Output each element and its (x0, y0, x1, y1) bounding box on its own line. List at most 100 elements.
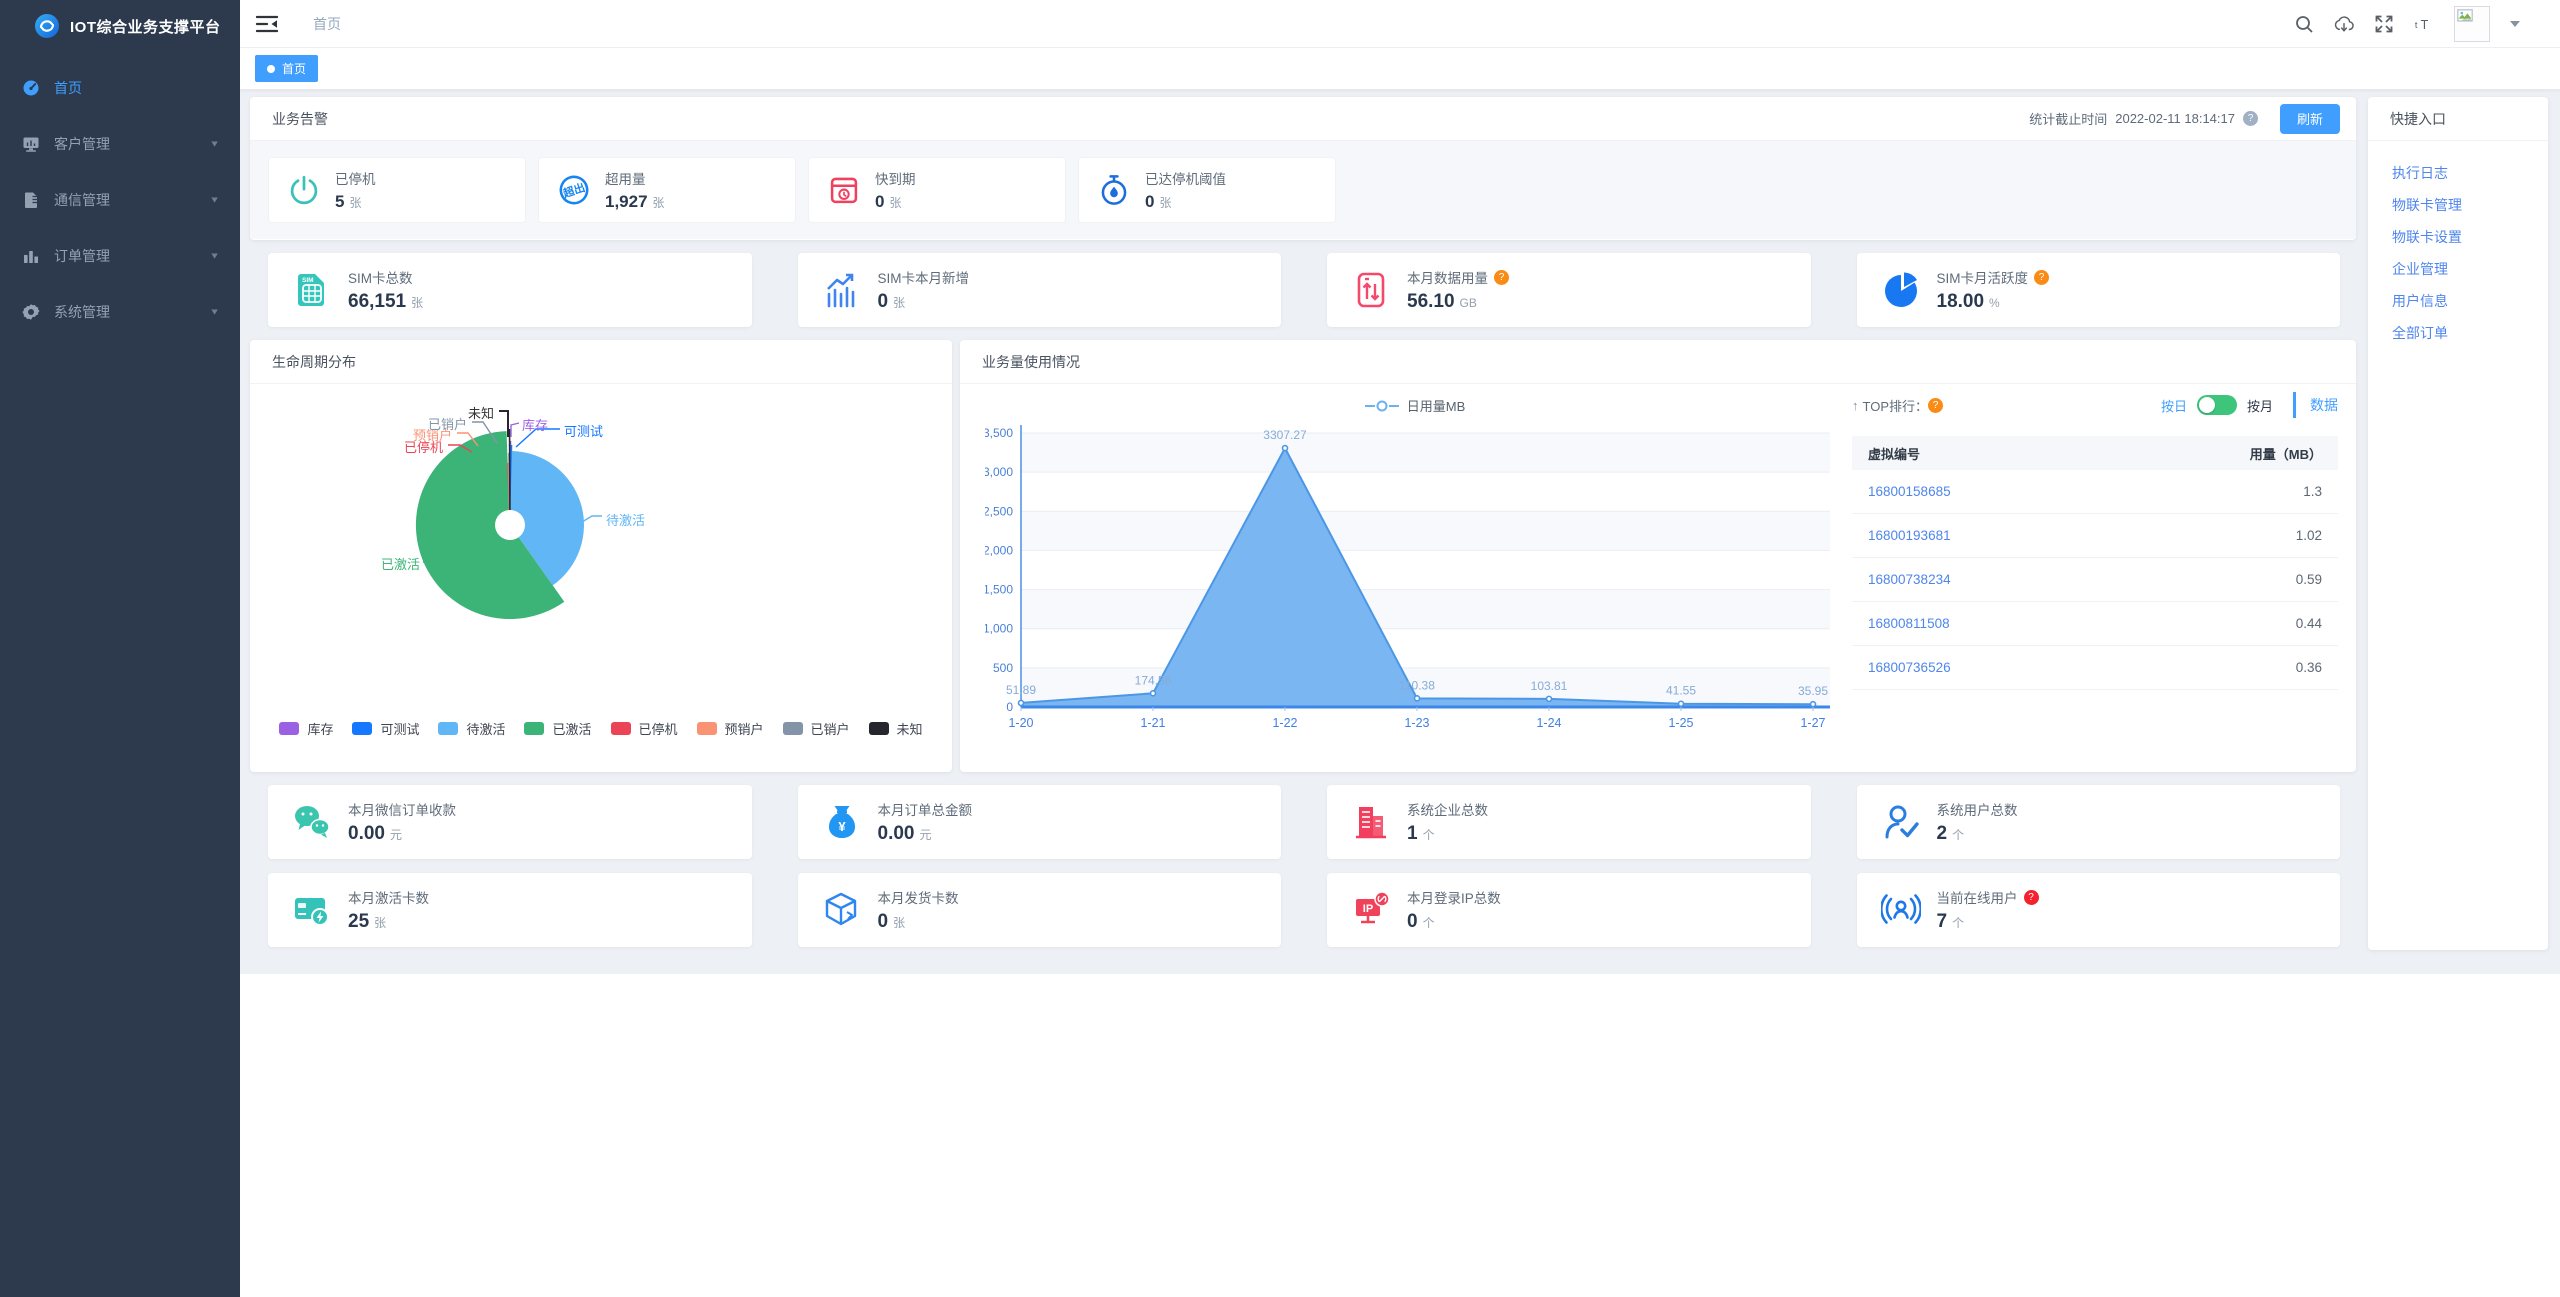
help-icon[interactable]: ? (1494, 269, 1509, 285)
virtual-number-link[interactable]: 16800811508 (1868, 616, 1950, 631)
legend-item[interactable]: 可测试 (352, 719, 419, 738)
virtual-number-link[interactable]: 16800736526 (1868, 660, 1951, 675)
toggle-label-month: 按月 (2246, 398, 2273, 414)
legend-swatch (438, 722, 459, 735)
legend-item[interactable]: 已销户 (782, 719, 850, 738)
stat-value: 0 (1407, 911, 1418, 932)
avatar[interactable] (2454, 5, 2490, 42)
sidebar-item-system[interactable]: 系统管理 ▼ (0, 284, 240, 340)
sim-stack-icon (22, 191, 40, 209)
stat-card-activity: SIM卡月活跃度? 18.00% (1856, 253, 2340, 327)
top-rank-header: ↑ TOP排行： ? 按日 按月 数据 (1852, 392, 2338, 418)
search-icon[interactable] (2294, 14, 2314, 34)
stat-label: SIM卡月活跃度 (1936, 271, 2029, 286)
stat-value: 25 (348, 911, 370, 932)
quick-link-enterprise-mgmt[interactable]: 企业管理 (2392, 261, 2448, 277)
sidebar-item-customers[interactable]: 客户管理 ▼ (0, 116, 240, 172)
menu-fold-icon[interactable] (255, 14, 279, 34)
series-label: 日用量MB (1406, 399, 1466, 414)
stat-unit: GB (1459, 296, 1477, 310)
breadcrumb[interactable]: 首页 (313, 15, 341, 32)
caret-down-icon[interactable] (2510, 20, 2520, 27)
sidebar-item-home[interactable]: 首页 (0, 60, 240, 116)
legend-swatch (782, 722, 803, 735)
toggle-knob (2198, 397, 2215, 413)
stat-unit: 元 (389, 828, 402, 842)
calendar-clock-icon (830, 177, 858, 204)
quick-link-all-orders[interactable]: 全部订单 (2392, 325, 2448, 341)
stat-time-value: 2022-02-11 18:14:17 (2115, 111, 2235, 126)
virtual-number-link[interactable]: 16800158685 (1868, 484, 1951, 499)
legend-label: 待激活 (466, 722, 506, 737)
app-title: IOT综合业务支撑平台 (70, 18, 221, 36)
quick-entry-panel: 快捷入口 执行日志 物联卡管理 物联卡设置 企业管理 用户信息 全部订单 (2368, 97, 2548, 950)
pie-callout: 已销户 (427, 417, 467, 432)
legend-swatch (524, 722, 545, 735)
user-check-icon (1885, 805, 1919, 839)
legend-swatch (352, 722, 373, 735)
cloud-download-icon[interactable] (2334, 14, 2354, 34)
virtual-number-link[interactable]: 16800738234 (1868, 572, 1951, 587)
stat-unit: 张 (374, 916, 387, 930)
usage-value: 1.3 (2303, 484, 2322, 499)
line-legend[interactable]: 日用量MB (985, 396, 1845, 415)
svg-text:1-21: 1-21 (1140, 716, 1165, 730)
quick-link-iot-card-mgmt[interactable]: 物联卡管理 (2392, 197, 2462, 213)
stat-value: 0.00 (348, 823, 385, 844)
dashboard: 业务告警 统计截止时间 2022-02-11 18:14:17 ? 刷新 已停机… (240, 90, 2560, 974)
alarm-panel-header: 业务告警 统计截止时间 2022-02-11 18:14:17 ? 刷新 (250, 97, 2356, 141)
sidebar-item-orders[interactable]: 订单管理 ▼ (0, 228, 240, 284)
gear-icon (22, 303, 40, 321)
quick-link-exec-log[interactable]: 执行日志 (2392, 165, 2448, 181)
sidebar-item-communication[interactable]: 通信管理 ▼ (0, 172, 240, 228)
svg-text:103.81: 103.81 (1531, 679, 1568, 693)
legend-item[interactable]: 已激活 (524, 719, 592, 738)
legend-item[interactable]: 预销户 (696, 719, 764, 738)
help-icon[interactable]: ? (2242, 111, 2258, 126)
svg-text:1,000: 1,000 (985, 622, 1013, 636)
refresh-button[interactable]: 刷新 (2279, 103, 2340, 134)
chevron-down-icon: ▼ (209, 195, 220, 205)
sidebar-item-label: 系统管理 (54, 304, 110, 320)
sim-card-icon: SIM (298, 274, 324, 306)
legend-item[interactable]: 库存 (279, 719, 333, 738)
svg-text:1-20: 1-20 (1008, 716, 1033, 730)
help-icon[interactable]: ? (2023, 889, 2039, 905)
pie-callout: 已停机 (403, 440, 443, 455)
svg-text:0: 0 (1006, 700, 1013, 714)
stat-unit: 个 (1952, 828, 1965, 842)
virtual-number-link[interactable]: 16800193681 (1868, 528, 1951, 543)
bar-chart-icon (22, 247, 40, 265)
stat-unit: 个 (1422, 916, 1435, 930)
data-link[interactable]: 数据 (2293, 392, 2338, 418)
stat-label: 本月登录IP总数 (1407, 891, 1501, 906)
svg-text:174.56: 174.56 (1135, 673, 1172, 687)
stat-unit: 张 (1159, 196, 1172, 210)
usage-value: 0.59 (2295, 572, 2322, 587)
stat-label: 已达停机阈值 (1145, 172, 1226, 187)
day-month-toggle[interactable] (2196, 395, 2237, 415)
tab-home[interactable]: 首页 (255, 55, 319, 82)
pie-callout: 待激活 (606, 513, 646, 528)
stat-value: 0 (877, 291, 889, 312)
legend-item[interactable]: 待激活 (438, 719, 505, 738)
pie-callout: 库存 (522, 418, 549, 433)
help-icon[interactable]: ? (1928, 397, 1943, 413)
svg-text:3,000: 3,000 (985, 465, 1013, 479)
topbar: 首页 t T (240, 0, 2560, 48)
help-icon[interactable]: ? (2034, 269, 2050, 285)
legend-label: 库存 (307, 722, 334, 737)
stat-value: 56.10 (1407, 291, 1455, 312)
quick-link-iot-card-settings[interactable]: 物联卡设置 (2392, 229, 2462, 245)
legend-item[interactable]: 未知 (868, 719, 923, 738)
font-size-icon[interactable]: t T (2414, 14, 2434, 34)
legend-item[interactable]: 已停机 (610, 719, 678, 738)
quick-link-user-info[interactable]: 用户信息 (2392, 293, 2448, 309)
app-logo: IOT综合业务支撑平台 (0, 0, 240, 52)
fullscreen-icon[interactable] (2374, 14, 2394, 34)
stat-unit: % (1989, 296, 2000, 310)
